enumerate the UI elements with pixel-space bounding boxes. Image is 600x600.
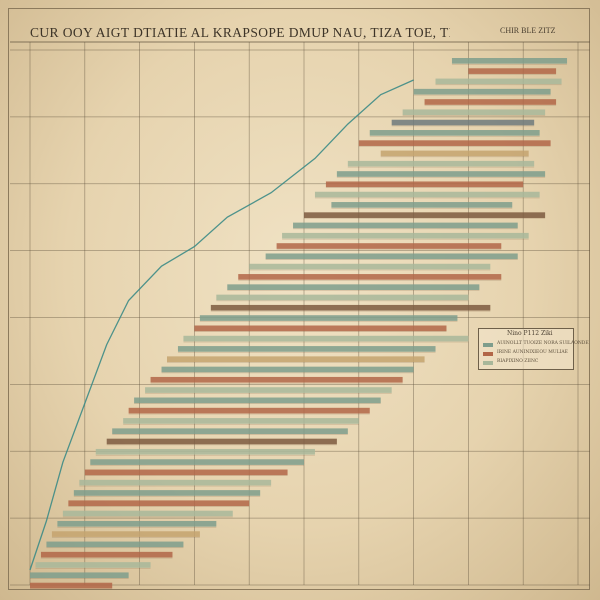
task-bar xyxy=(123,418,359,424)
task-bar xyxy=(336,171,546,177)
task-bar xyxy=(380,150,529,157)
legend: Nino P112 Ziki AUINOLLT TUOIZE NORA SUIL… xyxy=(478,328,589,370)
legend-title: Nino P112 Ziki xyxy=(507,330,553,337)
legend-swatch xyxy=(483,352,493,356)
task-bar xyxy=(282,232,529,239)
task-bar xyxy=(183,335,469,342)
legend-entry: RIAPIXINO ZIINC xyxy=(483,359,571,366)
task-bar xyxy=(304,212,546,218)
task-bar xyxy=(161,366,414,373)
task-bar xyxy=(358,140,551,146)
task-bar xyxy=(62,510,233,517)
task-bar xyxy=(413,88,551,95)
chart-title: CUR OOY AIGT DTIATIE AL KRAPSOPE DMUP NA… xyxy=(30,25,450,40)
bars-layer xyxy=(30,58,568,590)
corner-label: CHIR BLE ZITZ xyxy=(500,26,556,35)
task-bar xyxy=(391,119,535,126)
task-bar xyxy=(90,459,304,465)
task-bar xyxy=(84,469,288,476)
task-bar xyxy=(216,294,469,301)
task-bar xyxy=(194,325,447,332)
task-bar xyxy=(134,397,381,404)
task-bar xyxy=(57,520,217,527)
legend-swatch xyxy=(483,361,493,365)
task-bar xyxy=(150,376,403,383)
legend-entry-label: AUINOLLT TUOIZE NORA SUILAONDE xyxy=(497,341,589,346)
task-bar xyxy=(68,500,250,507)
task-bar xyxy=(128,407,370,414)
task-bar xyxy=(210,304,491,311)
task-bar xyxy=(276,243,502,249)
task-bar xyxy=(451,58,568,64)
task-bar xyxy=(30,582,113,589)
task-bar xyxy=(40,551,173,558)
task-bar xyxy=(331,202,513,208)
task-bar xyxy=(293,222,518,229)
task-bar xyxy=(106,438,337,445)
legend-entry: AUINOLLT TUOIZE NORA SUILAONDE xyxy=(483,341,589,348)
task-bar xyxy=(145,387,392,393)
task-bar xyxy=(314,191,540,198)
legend-swatch xyxy=(483,343,493,347)
chart-frame xyxy=(8,8,590,590)
task-bar xyxy=(238,274,502,280)
task-bar xyxy=(424,99,557,105)
task-bar xyxy=(73,490,261,496)
task-bar xyxy=(369,130,540,136)
task-bar xyxy=(468,68,557,74)
task-bar xyxy=(402,109,546,116)
legend-entry-label: RIAPIXINO ZIINC xyxy=(497,359,539,364)
task-bar xyxy=(435,78,562,85)
cumulative-line xyxy=(29,79,414,571)
legend-entry-label: IRINE AUNINIXIEOU MULIAE xyxy=(497,350,568,355)
task-bar xyxy=(35,562,151,568)
task-bar xyxy=(177,346,436,352)
task-bar xyxy=(347,160,535,167)
task-bar xyxy=(79,479,272,486)
task-bar xyxy=(95,448,315,455)
task-bar xyxy=(265,253,518,260)
task-bar xyxy=(46,541,184,548)
task-bar xyxy=(227,284,480,291)
legend-entry: IRINE AUNINIXIEOU MULIAE xyxy=(483,350,571,357)
task-bar xyxy=(199,315,458,321)
task-bar xyxy=(249,263,491,270)
line-layer xyxy=(29,79,414,571)
task-bar xyxy=(30,572,129,579)
task-bar xyxy=(167,356,425,363)
task-bar xyxy=(325,181,524,188)
task-bar xyxy=(112,428,348,435)
task-bar xyxy=(51,531,200,537)
